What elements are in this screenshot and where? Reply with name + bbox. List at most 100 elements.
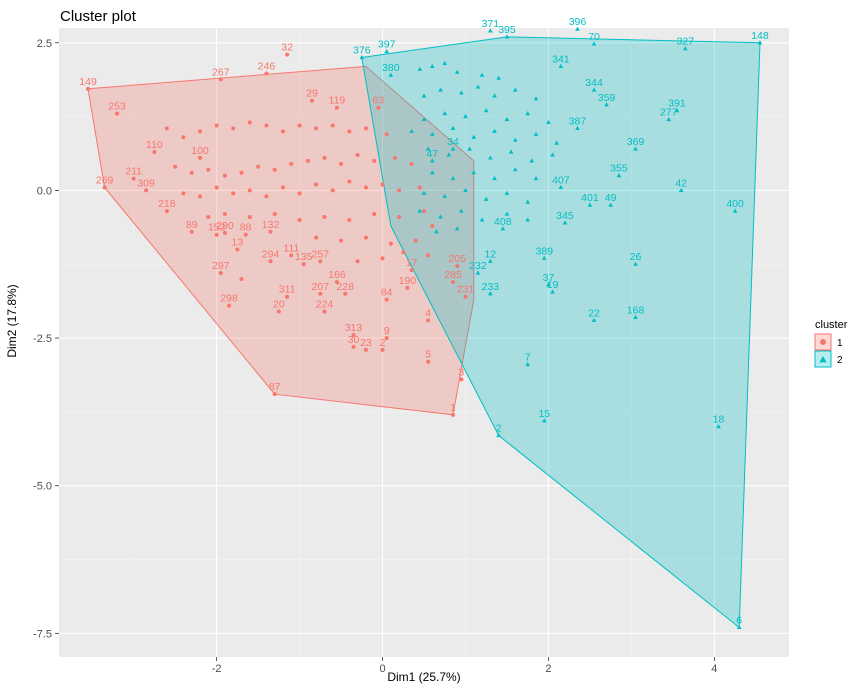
point-label: 218 — [158, 198, 176, 210]
cluster-1-point — [347, 179, 352, 184]
cluster-1-point — [330, 123, 335, 128]
point-label: 148 — [751, 30, 769, 42]
cluster-1-point — [264, 194, 269, 199]
cluster-1-point — [198, 194, 203, 199]
cluster-1-point — [384, 297, 389, 302]
cluster-2-point — [541, 418, 547, 423]
cluster-1-point — [206, 214, 211, 219]
cluster-2-point — [525, 217, 531, 222]
cluster-1-point — [322, 309, 327, 314]
cluster-1-point — [131, 176, 136, 181]
cluster-2-point — [492, 93, 497, 98]
cluster-1-point — [227, 303, 232, 308]
cluster-2-point — [562, 220, 568, 225]
cluster-1-point — [268, 229, 273, 234]
point-label: 232 — [469, 260, 487, 272]
cluster-2-point — [591, 317, 597, 322]
point-label: 277 — [660, 107, 678, 119]
cluster-1-point — [115, 111, 120, 116]
cluster-1-point — [247, 120, 252, 125]
point-label: 23 — [360, 337, 372, 349]
point-label: 89 — [186, 219, 198, 231]
cluster-2-point — [438, 87, 443, 92]
cluster-2-point — [425, 146, 431, 151]
point-label: 205 — [448, 253, 466, 265]
cluster-1-point — [247, 188, 252, 193]
point-label: 26 — [630, 251, 642, 263]
cluster-1-point — [330, 188, 335, 193]
cluster-1-point — [392, 155, 397, 160]
cluster-1-point — [189, 229, 194, 234]
cluster-1-point — [430, 223, 435, 228]
cluster-1-point — [276, 309, 281, 314]
cluster-1-point — [405, 285, 410, 290]
y-tick-label: 0.0 — [37, 185, 52, 197]
cluster-1-point — [285, 52, 290, 57]
cluster-2-point — [575, 26, 580, 31]
point-label: 267 — [212, 66, 230, 78]
point-label: 327 — [677, 36, 695, 48]
cluster-1-point — [351, 344, 356, 349]
cluster-2-point — [479, 72, 485, 77]
cluster-1-point — [222, 173, 227, 178]
cluster-2-point — [575, 125, 580, 130]
cluster-2-point — [421, 93, 427, 98]
x-axis-title: Dim1 (25.7%) — [387, 670, 460, 684]
cluster-2-point — [608, 202, 613, 207]
point-label: 311 — [279, 284, 296, 296]
cluster-2-point — [504, 116, 510, 122]
cluster-2-point — [616, 173, 622, 178]
cluster-1-point — [268, 259, 273, 264]
cluster-1-point — [388, 241, 393, 246]
cluster-2-point — [454, 226, 460, 231]
cluster-2-point — [500, 226, 506, 231]
point-label: 224 — [316, 298, 334, 310]
cluster-1-point — [372, 212, 377, 217]
cluster-2-point — [550, 289, 555, 294]
cluster-2-point — [442, 60, 448, 65]
cluster-1-point — [384, 336, 389, 341]
plot-panel — [59, 28, 789, 657]
cluster-1-point — [297, 123, 302, 128]
point-label: 3 — [458, 366, 464, 378]
point-label: 63 — [373, 95, 385, 107]
point-label: 355 — [610, 163, 628, 175]
cluster-1-point — [297, 217, 302, 222]
cluster-2-point — [736, 624, 742, 630]
cluster-2-point — [384, 49, 390, 54]
point-label: 341 — [552, 53, 570, 65]
cluster-1-point — [285, 294, 290, 299]
point-label: 369 — [627, 136, 645, 148]
point-label: 290 — [216, 220, 234, 232]
point-label: 253 — [108, 101, 126, 113]
cluster-2-point — [512, 137, 518, 142]
point-label: 1 — [450, 402, 456, 414]
cluster-2-point — [558, 184, 564, 190]
point-label: 13 — [232, 236, 244, 248]
cluster-2-point — [471, 170, 477, 175]
cluster-2-point — [504, 34, 510, 39]
cluster-1-point — [363, 185, 368, 190]
cluster-1-point — [455, 264, 460, 269]
cluster-2-point — [450, 125, 456, 130]
cluster-2-point — [442, 111, 448, 116]
point-label: 2 — [496, 423, 502, 435]
point-label: 396 — [569, 16, 587, 28]
legend-title: cluster — [815, 319, 848, 331]
cluster-2-point — [450, 146, 456, 151]
cluster-1-point — [235, 247, 240, 252]
cluster-1-point — [198, 155, 203, 160]
cluster-2-point — [429, 158, 435, 163]
cluster-1-point — [376, 105, 381, 110]
cluster-1-point — [451, 412, 456, 417]
x-tick-label: 0 — [379, 663, 385, 675]
cluster-1-point — [231, 191, 236, 196]
cluster-1-point — [318, 291, 323, 296]
cluster-1-point — [222, 230, 227, 235]
cluster-2-point — [558, 63, 564, 68]
cluster-2-point — [525, 199, 531, 204]
cluster-2-point — [633, 261, 638, 266]
cluster-1-point — [310, 98, 315, 103]
cluster-2-point — [546, 119, 551, 125]
point-label: 9 — [384, 325, 390, 337]
